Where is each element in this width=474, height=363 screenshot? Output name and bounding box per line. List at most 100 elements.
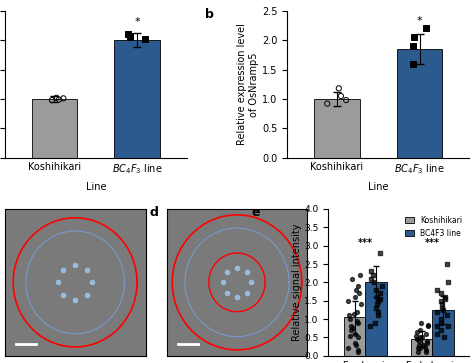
Point: [323, 101, 331, 106]
Point: [434, 323, 441, 329]
Point: [374, 309, 382, 315]
Point: [373, 287, 380, 293]
Point: [441, 296, 448, 302]
Point: [356, 272, 364, 278]
Point: [337, 93, 345, 99]
Point: [438, 327, 445, 333]
Bar: [32, 99, 77, 158]
Point: [410, 43, 417, 49]
Point: [437, 298, 445, 303]
Point: [350, 311, 358, 317]
Point: [351, 331, 358, 337]
Point: [423, 347, 430, 353]
Point: [335, 85, 343, 91]
Point: [354, 334, 362, 340]
Point: [445, 323, 452, 329]
Point: [440, 334, 448, 340]
Point: [437, 316, 445, 322]
Point: [127, 33, 134, 38]
Point: [417, 320, 425, 326]
X-axis label: Line: Line: [86, 182, 106, 192]
Point: [413, 337, 421, 342]
Bar: [411, 339, 432, 356]
Point: [351, 294, 359, 300]
Point: [48, 97, 56, 103]
Point: [415, 346, 422, 351]
Point: [424, 323, 431, 329]
Point: [419, 334, 426, 340]
Point: [347, 323, 355, 329]
Point: [366, 323, 374, 329]
Point: [374, 298, 382, 303]
Point: [419, 342, 427, 348]
Point: [412, 333, 420, 338]
Y-axis label: Relative expression level
of OsNramp5: Relative expression level of OsNramp5: [237, 23, 259, 145]
Point: [421, 344, 429, 350]
Text: d: d: [150, 206, 159, 219]
Point: [141, 36, 148, 42]
Point: [410, 61, 417, 67]
Point: [60, 95, 67, 101]
Point: [433, 331, 441, 337]
Point: [372, 320, 379, 326]
Point: [355, 290, 363, 296]
Point: [349, 325, 357, 331]
Point: [439, 307, 447, 313]
Point: [378, 283, 385, 289]
Point: [346, 333, 354, 338]
Point: [354, 347, 361, 353]
Point: [352, 287, 360, 293]
Text: b: b: [205, 8, 214, 21]
Point: [357, 302, 365, 307]
Point: [424, 322, 432, 327]
Point: [374, 313, 382, 318]
Point: [373, 305, 380, 311]
Point: [416, 346, 423, 351]
Point: [376, 296, 384, 302]
Point: [53, 95, 60, 101]
Point: [410, 34, 418, 40]
Point: [346, 313, 353, 318]
Point: [423, 338, 431, 344]
Point: [374, 294, 381, 300]
Point: [422, 26, 430, 32]
Point: [342, 97, 350, 103]
Point: [376, 290, 384, 296]
Point: [423, 340, 430, 346]
Point: [438, 302, 446, 307]
Text: *: *: [417, 16, 422, 25]
Point: [413, 329, 421, 335]
Point: [355, 349, 362, 355]
Point: [370, 272, 377, 278]
Point: [353, 342, 360, 348]
Point: [367, 276, 374, 282]
Point: [443, 261, 450, 267]
Point: [415, 342, 423, 348]
Point: [127, 34, 134, 40]
Point: [433, 309, 441, 315]
Text: ***: ***: [425, 238, 440, 248]
Text: ***: ***: [358, 238, 373, 248]
X-axis label: Line: Line: [368, 182, 388, 192]
Bar: [432, 310, 454, 356]
Bar: [314, 99, 360, 158]
Point: [345, 346, 352, 351]
Point: [422, 331, 430, 337]
Point: [422, 349, 430, 355]
Bar: [365, 282, 387, 356]
Bar: [397, 49, 442, 158]
Point: [125, 32, 132, 37]
Point: [346, 316, 354, 322]
Point: [416, 338, 423, 344]
Legend: Koshihikari, BC4F3 line: Koshihikari, BC4F3 line: [402, 213, 465, 241]
Point: [344, 298, 352, 303]
Point: [348, 276, 356, 282]
Point: [353, 309, 361, 315]
Point: [416, 327, 424, 333]
Point: [373, 302, 381, 307]
Bar: [114, 40, 160, 158]
Text: *: *: [135, 17, 140, 27]
Point: [445, 280, 452, 285]
Point: [353, 318, 361, 324]
Point: [367, 269, 375, 274]
